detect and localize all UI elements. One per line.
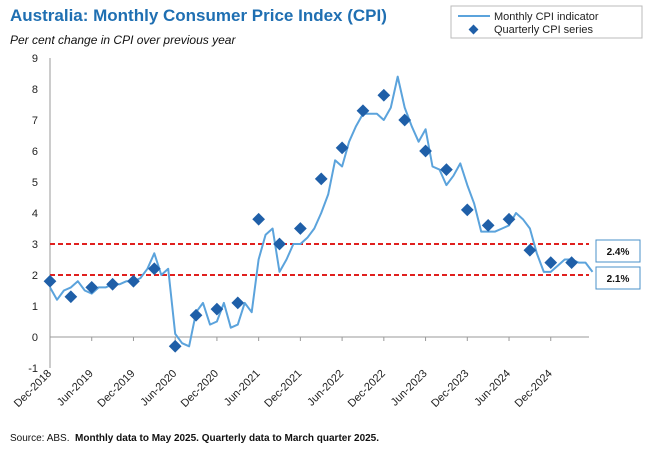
quarterly-cpi-marker [356, 104, 370, 118]
x-tick-label: Jun-2024 [472, 368, 513, 409]
y-tick-label: 6 [32, 146, 38, 158]
x-tick-label: Jun-2021 [222, 368, 263, 409]
y-tick-label: 0 [32, 332, 38, 344]
y-tick-label: 7 [32, 115, 38, 127]
y-tick-label: 9 [32, 53, 38, 65]
quarterly-cpi-marker [335, 141, 349, 155]
x-tick-label: Dec-2021 [262, 368, 304, 410]
quarterly-cpi-series [43, 88, 578, 353]
quarterly-cpi-marker [419, 144, 432, 158]
quarterly-cpi-marker [481, 219, 495, 232]
y-tick-label: 1 [32, 301, 38, 313]
x-tick-label: Dec-2019 [95, 368, 137, 410]
quarterly-cpi-marker [377, 88, 391, 102]
x-tick-label: Dec-2024 [513, 368, 555, 410]
legend-quarterly-label: Quarterly CPI series [494, 24, 594, 36]
callout-box [595, 239, 641, 263]
target-band [50, 243, 589, 276]
x-tick-label: Dec-2023 [429, 368, 471, 410]
legend-box [450, 5, 643, 39]
legend: Monthly CPI indicator Quarterly CPI seri… [450, 5, 643, 39]
y-tick-label: 2 [32, 270, 38, 282]
legend-monthly-label: Monthly CPI indicator [494, 11, 599, 23]
x-tick-label: Dec-2020 [179, 368, 221, 410]
quarterly-cpi-marker [502, 212, 516, 226]
y-tick-label: 8 [32, 84, 38, 96]
quarterly-cpi-marker [147, 262, 161, 276]
quarterly-cpi-marker [314, 172, 328, 186]
quarterly-cpi-marker [189, 308, 203, 322]
x-tick-label: Dec-2022 [346, 368, 388, 410]
chart-title: Australia: Monthly Consumer Price Index … [10, 6, 387, 25]
quarterly-cpi-marker [64, 290, 78, 304]
y-tick-label: -1 [28, 363, 38, 375]
quarterly-cpi-marker [565, 256, 578, 269]
quarterly-cpi-marker [210, 302, 224, 316]
x-tick-label: Jun-2023 [389, 368, 430, 409]
quarterly-cpi-marker [398, 113, 412, 127]
quarterly-cpi-marker [127, 274, 140, 288]
callout-box [595, 266, 641, 290]
quarterly-cpi-marker [440, 163, 453, 176]
monthly-cpi-line [49, 75, 594, 348]
quarterly-cpi-marker [460, 203, 474, 217]
quarterly-cpi-marker [43, 274, 57, 288]
y-tick-label: 4 [32, 208, 38, 220]
y-tick-label: 5 [32, 177, 38, 189]
chart-source: Source: ABS. Monthly data to May 2025. Q… [10, 433, 379, 444]
callouts: 2.4% 2.1% [595, 239, 641, 290]
y-axis: -1 0 1 2 3 4 5 6 7 8 9 [28, 53, 38, 375]
x-tick-label: Jun-2019 [55, 368, 96, 409]
quarterly-cpi-marker [168, 339, 182, 353]
source-note: Monthly data to May 2025. Quarterly data… [75, 433, 380, 444]
x-tick-label: Jun-2020 [138, 368, 179, 409]
quarterly-cpi-marker [106, 277, 119, 291]
callout-label: 2.4% [607, 247, 630, 258]
monthly-cpi-series [49, 75, 594, 348]
y-tick-label: 3 [32, 239, 38, 251]
quarterly-cpi-marker [273, 237, 286, 251]
quarterly-cpi-marker [252, 212, 266, 226]
source-prefix: Source: ABS. [10, 433, 70, 444]
chart-subtitle: Per cent change in CPI over previous yea… [10, 33, 236, 47]
quarterly-cpi-marker [85, 281, 99, 294]
callout-label: 2.1% [607, 274, 630, 285]
quarterly-cpi-marker [294, 222, 307, 235]
x-tick-label: Jun-2022 [305, 368, 346, 409]
quarterly-cpi-marker [231, 296, 245, 310]
